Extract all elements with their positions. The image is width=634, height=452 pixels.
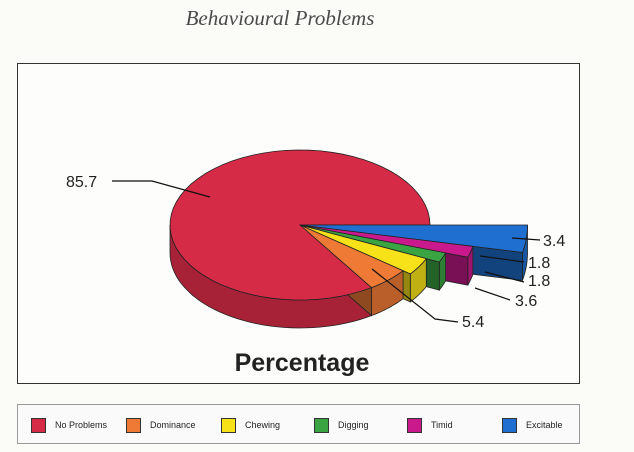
legend-item-dominance: Dominance bbox=[126, 417, 196, 433]
legend-label-no-problems: No Problems bbox=[55, 420, 108, 430]
leader-line-no-problems bbox=[112, 180, 211, 198]
data-label-dominance: 5.4 bbox=[462, 314, 484, 331]
legend-swatch-chewing bbox=[221, 417, 236, 433]
legend-item-digging: Digging bbox=[314, 417, 369, 433]
data-label-timid: 1.8 bbox=[528, 255, 550, 272]
legend-swatch-no-problems bbox=[31, 417, 46, 433]
leader-line-timid bbox=[479, 255, 525, 263]
legend-item-chewing: Chewing bbox=[221, 417, 280, 433]
axis-title: Percentage bbox=[235, 349, 370, 377]
legend-swatch-excitable bbox=[502, 417, 517, 433]
pie-leader-lines bbox=[112, 180, 541, 323]
legend-label-digging: Digging bbox=[338, 420, 369, 430]
pie-data-labels: 85.7 5.4 3.6 1.81.8 3.4 bbox=[66, 174, 565, 331]
legend-swatch-digging bbox=[314, 417, 329, 433]
leader-line-excitable bbox=[511, 237, 541, 241]
legend-label-excitable: Excitable bbox=[526, 420, 563, 430]
pie-top-faces bbox=[169, 149, 528, 301]
legend-item-excitable: Excitable bbox=[502, 417, 563, 433]
legend-item-timid: Timid bbox=[407, 417, 453, 433]
legend-swatch-dominance bbox=[126, 417, 141, 433]
data-label-no-problems: 85.7 bbox=[66, 174, 97, 191]
leader-line-chewing bbox=[474, 287, 511, 301]
legend: No Problems Dominance Chewing Digging Timid E… bbox=[17, 404, 580, 444]
pie-slice-chewing bbox=[299, 224, 427, 275]
legend-label-timid: Timid bbox=[431, 420, 453, 430]
legend-swatch-timid bbox=[407, 417, 422, 433]
data-label-chewing: 3.6 bbox=[515, 293, 537, 310]
chart-subtitle: Behavioural Problems bbox=[185, 6, 375, 30]
pie-slice-dominance bbox=[299, 224, 404, 289]
legend-label-chewing: Chewing bbox=[245, 420, 281, 430]
data-label-excitable: 3.4 bbox=[543, 233, 565, 250]
leader-line-dominance bbox=[371, 268, 459, 323]
data-label-digging: 1.8 bbox=[528, 273, 550, 290]
leader-line-digging bbox=[484, 271, 525, 283]
legend-item-no-problems: No Problems bbox=[31, 417, 107, 433]
legend-label-dominance: Dominance bbox=[150, 420, 196, 430]
